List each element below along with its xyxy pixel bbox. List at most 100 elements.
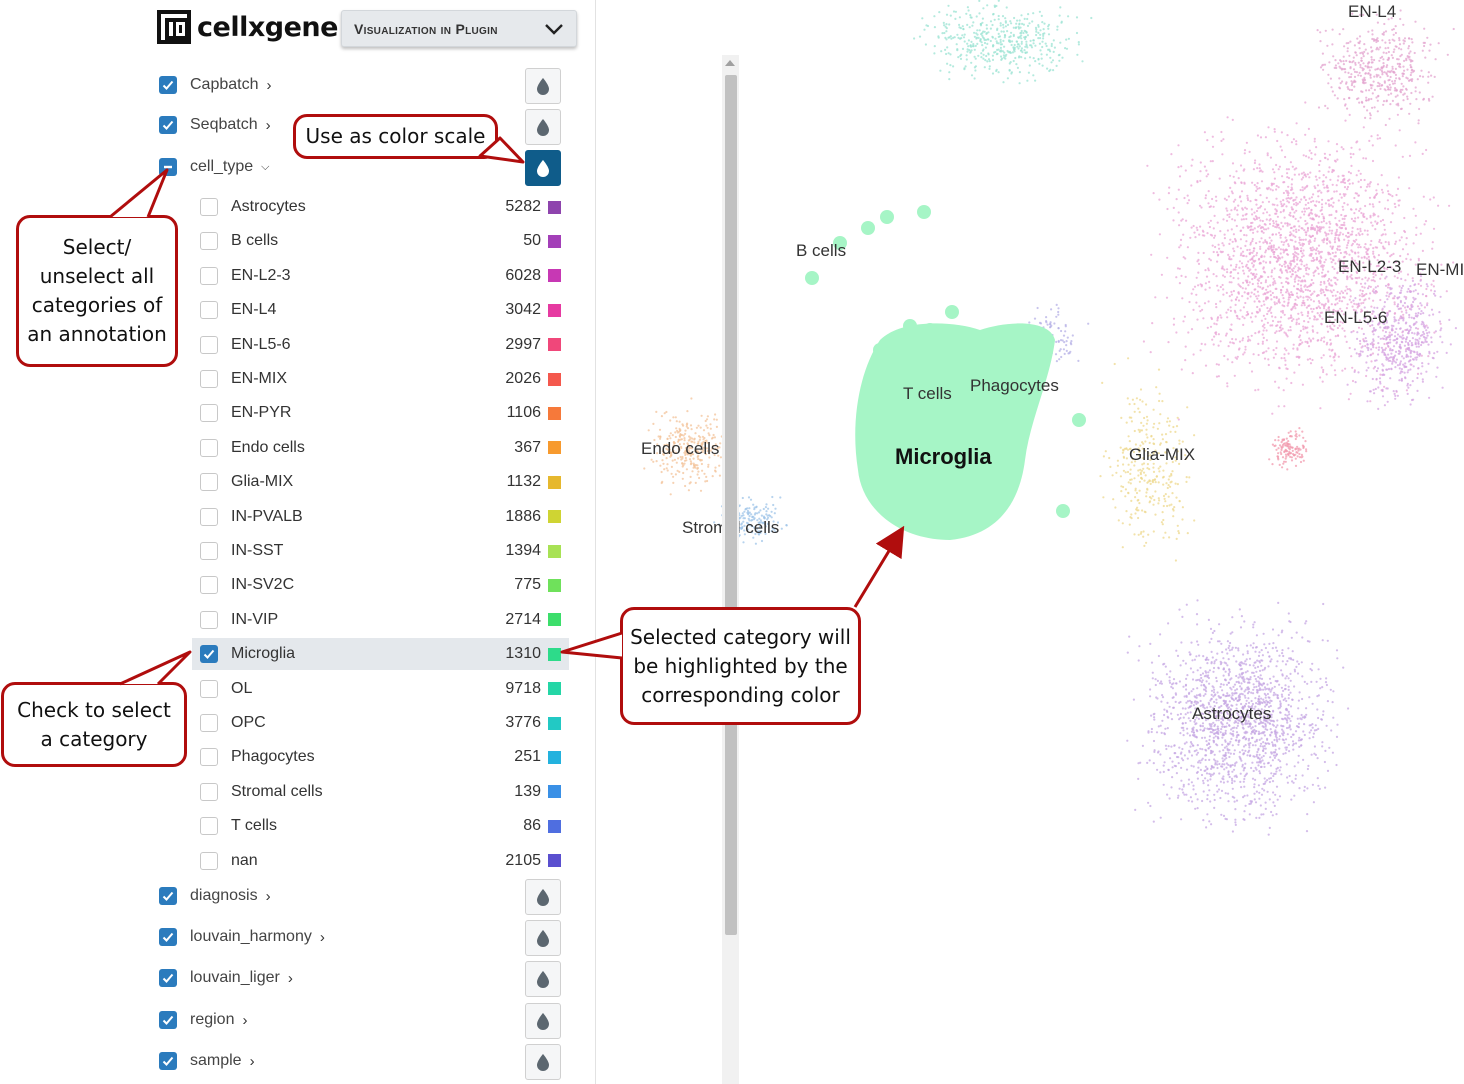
cell-point <box>1294 265 1297 268</box>
cell-point <box>1365 251 1368 254</box>
cell-point <box>1273 804 1276 808</box>
cell-point <box>1373 392 1376 395</box>
cell-point <box>1280 240 1283 243</box>
cell-point <box>1286 176 1289 179</box>
cell-point <box>1361 350 1364 353</box>
cell-point <box>1292 347 1295 350</box>
cell-point <box>1333 66 1336 69</box>
cell-point <box>1217 788 1221 791</box>
cell-point <box>1379 269 1382 272</box>
cell-point <box>1205 275 1209 278</box>
cell-point <box>1204 693 1207 696</box>
cell-point <box>1150 253 1153 256</box>
cell-point <box>1420 343 1423 347</box>
cell-point <box>1262 688 1265 691</box>
cell-point <box>1313 745 1316 748</box>
cell-point <box>1382 31 1386 34</box>
cell-point <box>1336 297 1339 300</box>
cell-point <box>1414 289 1417 292</box>
cell-point <box>1300 738 1303 741</box>
cell-point <box>1339 292 1342 295</box>
cell-point <box>1339 259 1342 262</box>
cell-point <box>1164 727 1167 730</box>
cell-point <box>1233 683 1237 686</box>
cell-point <box>1274 248 1277 251</box>
cell-point <box>1384 330 1387 334</box>
cell-point <box>1337 199 1340 202</box>
cell-point <box>1269 728 1272 731</box>
cell-point <box>1172 206 1175 209</box>
cell-point <box>1213 234 1217 237</box>
cell-point <box>1256 187 1259 190</box>
cell-point <box>1345 42 1348 45</box>
cell-point <box>1288 717 1291 720</box>
cell-point <box>1024 51 1027 55</box>
cell-point <box>1357 255 1360 258</box>
cell-point <box>1287 244 1290 248</box>
cell-point <box>1271 628 1275 631</box>
cell-point <box>1355 234 1358 237</box>
cell-point <box>1397 349 1400 353</box>
cell-point <box>965 12 968 15</box>
cell-point <box>1240 682 1243 685</box>
cell-point <box>1237 649 1240 652</box>
cell-point <box>1272 219 1275 223</box>
cell-point <box>1297 739 1300 742</box>
cell-point <box>1289 325 1292 329</box>
cell-point <box>1342 148 1345 151</box>
cell-point <box>1342 63 1345 66</box>
cell-point <box>1246 297 1249 300</box>
cell-point <box>1297 722 1301 725</box>
cell-point <box>1256 134 1259 137</box>
cell-point <box>977 54 980 57</box>
cell-point <box>1282 199 1285 202</box>
cell-point <box>1188 300 1191 304</box>
cell-point <box>1184 345 1187 348</box>
cell-point <box>1414 141 1417 144</box>
cell-point <box>1368 315 1371 318</box>
cell-point <box>1259 194 1262 197</box>
cell-point <box>1209 259 1212 262</box>
cell-point <box>1369 317 1372 320</box>
cell-point <box>1168 676 1171 679</box>
cell-point <box>1233 250 1236 253</box>
cell-point <box>1246 197 1249 200</box>
cell-point <box>999 46 1003 50</box>
cell-point <box>1196 687 1199 690</box>
cell-point <box>1385 275 1388 278</box>
cell-point <box>1297 707 1300 710</box>
cell-point <box>1219 300 1222 303</box>
cell-point <box>1275 330 1278 333</box>
cell-point <box>1251 262 1254 265</box>
cell-point <box>1341 321 1344 324</box>
cell-point <box>1376 285 1379 288</box>
cell-point <box>1236 209 1239 212</box>
cell-point <box>1287 296 1290 299</box>
cell-point <box>949 64 952 67</box>
cell-point <box>1168 681 1172 684</box>
cell-point <box>1454 327 1457 330</box>
cell-point <box>1363 255 1366 258</box>
cell-point <box>1384 41 1387 44</box>
cell-point <box>1389 347 1392 350</box>
cell-point <box>1213 705 1216 708</box>
cell-point <box>1286 190 1289 193</box>
cell-point <box>1299 243 1302 246</box>
cell-point <box>984 46 988 49</box>
cell-point <box>945 38 948 41</box>
cell-point <box>1385 356 1388 359</box>
cell-point <box>1412 296 1415 299</box>
cell-point <box>1183 695 1186 698</box>
cell-point <box>1304 340 1307 343</box>
cell-point <box>1232 752 1236 756</box>
cell-point <box>1223 763 1226 766</box>
cell-point <box>1411 279 1414 282</box>
cell-point <box>1325 373 1328 376</box>
cell-point <box>1303 789 1306 792</box>
cell-point <box>1198 759 1201 762</box>
cell-point <box>988 67 991 70</box>
cell-point <box>1293 765 1296 768</box>
cell-point <box>1213 335 1216 338</box>
cell-point <box>1254 389 1257 392</box>
